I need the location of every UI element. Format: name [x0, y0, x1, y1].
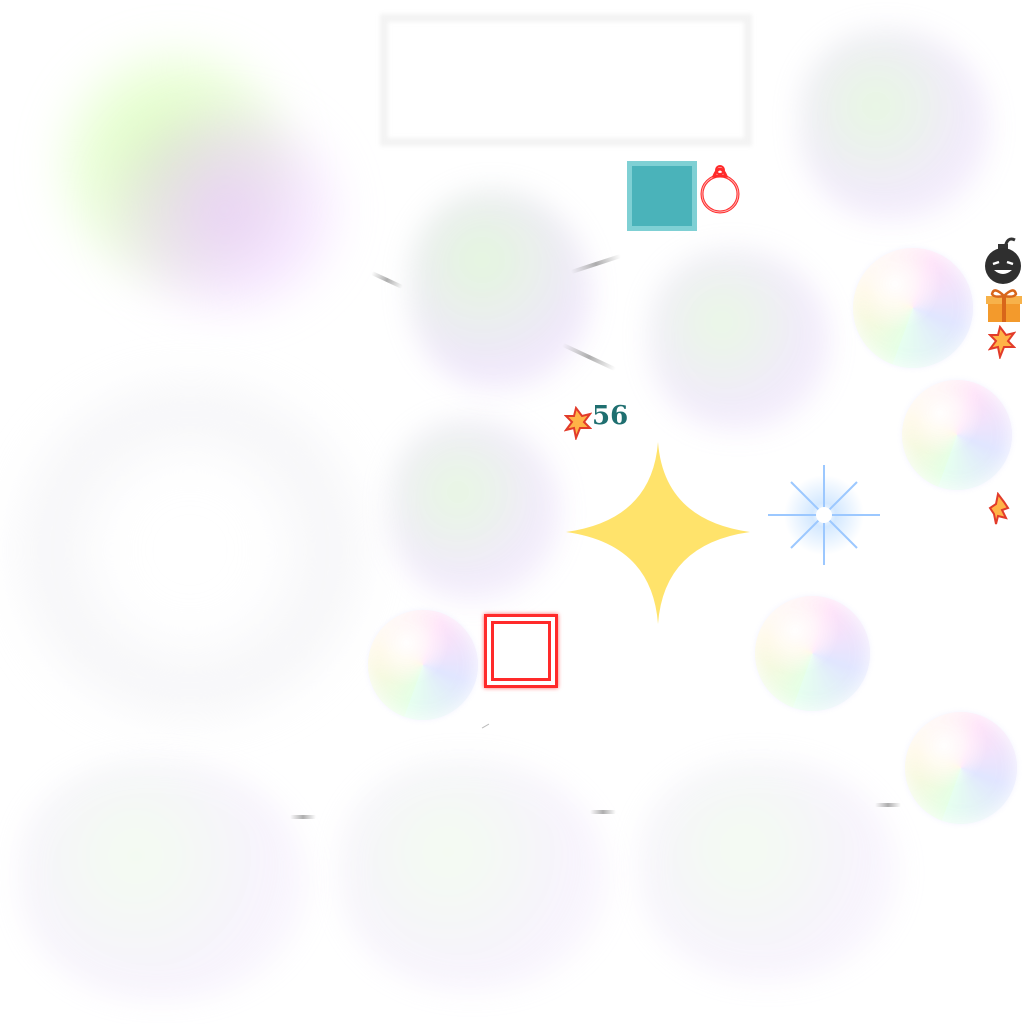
bomb-icon[interactable] — [983, 234, 1023, 286]
leaf-icon — [987, 324, 1017, 361]
blue-burst-icon — [766, 460, 884, 570]
smoke-cloud — [340, 760, 610, 990]
faded-frame — [380, 14, 752, 146]
teal-tile[interactable] — [627, 161, 697, 231]
ring-icon[interactable] — [698, 160, 744, 218]
bubble[interactable] — [853, 248, 973, 368]
smoke-cloud — [410, 190, 590, 390]
score-value: 56 — [592, 401, 629, 431]
bubble[interactable] — [902, 380, 1012, 490]
glow-ring-faint — [10, 380, 370, 720]
leaf-icon — [988, 491, 1010, 526]
bubble[interactable] — [755, 596, 870, 711]
gift-icon[interactable] — [984, 286, 1024, 324]
streak — [290, 815, 316, 819]
bubble[interactable] — [905, 712, 1017, 824]
smoke-cloud — [650, 250, 830, 430]
smoke-cloud — [20, 760, 310, 1000]
smoke-cloud — [640, 760, 900, 980]
streak — [875, 803, 901, 807]
four-point-star-icon — [564, 440, 752, 626]
glow-purple — [110, 110, 340, 310]
bubble[interactable] — [368, 610, 478, 720]
streak — [370, 271, 404, 289]
smoke-cloud — [390, 420, 560, 600]
streak — [561, 342, 617, 372]
red-square-outline[interactable] — [484, 614, 558, 688]
small-mark — [478, 718, 490, 729]
streak — [590, 810, 616, 814]
leaf-icon — [563, 405, 593, 442]
smoke-cloud — [800, 30, 990, 220]
